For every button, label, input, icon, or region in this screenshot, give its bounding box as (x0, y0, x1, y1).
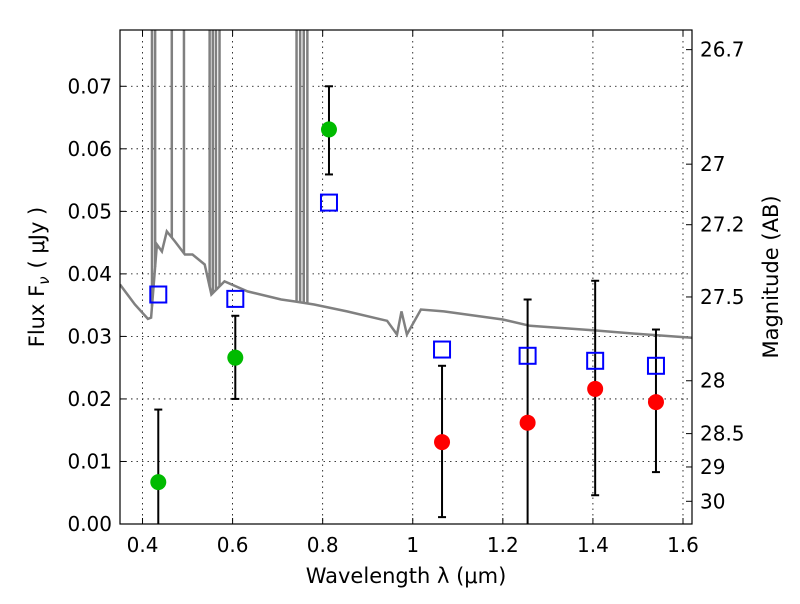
y-tick-label: 0.05 (67, 199, 112, 223)
y-tick-label: 0.01 (67, 449, 112, 473)
data-point (519, 414, 536, 431)
x-tick-label: 1.4 (577, 533, 609, 557)
y2-axis-label: Magnitude (AB) (759, 195, 783, 358)
data-point (150, 474, 167, 491)
x-axis-label: Wavelength λ (μm) (306, 564, 507, 588)
y2-tick-label: 29 (700, 455, 725, 479)
y2-tick-label: 27.5 (700, 285, 745, 309)
y-axis-label: Flux Fν ( μJy ) (25, 207, 53, 348)
model-square (646, 356, 665, 375)
model-square (433, 340, 452, 359)
spectrum-line (120, 228, 692, 339)
data-point (320, 121, 337, 138)
grid (120, 30, 692, 525)
y2-tick-label: 30 (700, 489, 725, 513)
data-point (647, 394, 664, 411)
y2-tick-label: 28.5 (700, 422, 745, 446)
x-tick-label: 0.8 (307, 533, 339, 557)
y2-tick-label: 27 (700, 152, 725, 176)
x-tick-label: 0.6 (217, 533, 249, 557)
plot-area (120, 30, 692, 524)
model-square (149, 285, 168, 304)
model-square (518, 346, 537, 365)
y-axis-label-text: Flux F (25, 285, 49, 347)
x-tick-label: 1 (406, 533, 419, 557)
x-tick-label: 1.2 (487, 533, 519, 557)
data-point (434, 434, 451, 451)
data-point (587, 380, 604, 397)
ticks: 0.4 0.6 0.8 1 1.2 1.4 1.6 0.00 0.01 0.02 0.03 0.04 0… (67, 30, 745, 557)
y2-tick-label: 28 (700, 369, 725, 393)
x-tick-label: 0.4 (127, 533, 159, 557)
y2-tick-label: 27.2 (700, 213, 745, 237)
y-tick-label: 0.04 (67, 262, 112, 286)
x-tick-label: 1.6 (667, 533, 699, 557)
y-tick-label: 0.07 (67, 74, 112, 98)
y-axis-label-unit: ( μJy ) (25, 207, 49, 269)
axes-frame (119, 29, 693, 525)
y-tick-label: 0.02 (67, 387, 112, 411)
model-square (319, 193, 338, 212)
model-square (226, 289, 245, 308)
y2-tick-label: 26.7 (700, 38, 745, 62)
model-square (586, 351, 605, 370)
y-tick-label: 0.06 (67, 137, 112, 161)
y-tick-label: 0.00 (67, 512, 112, 536)
data-point (227, 349, 244, 366)
y-tick-label: 0.03 (67, 324, 112, 348)
y-axis-label-sub: ν (35, 276, 53, 284)
